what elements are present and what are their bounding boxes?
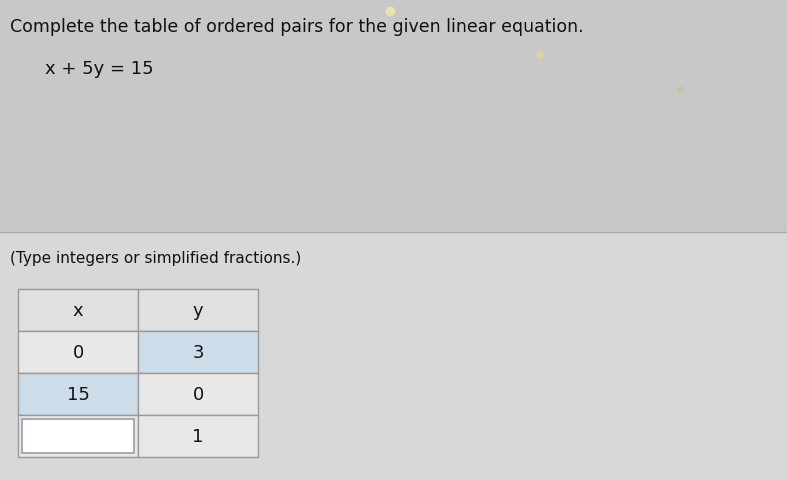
Bar [0,233,787,480]
Bar [18,331,138,373]
Text: x + 5y = 15: x + 5y = 15 [45,60,153,78]
Bar [18,373,138,415]
Bar [138,373,258,415]
Text: (Type integers or simplified fractions.): (Type integers or simplified fractions.) [10,251,301,266]
Bar [22,419,134,453]
Text: x: x [72,301,83,319]
Bar [18,289,138,331]
Text: 15: 15 [67,385,90,403]
Bar [138,289,258,331]
Text: Complete the table of ordered pairs for the given linear equation.: Complete the table of ordered pairs for … [10,18,584,36]
Text: 3: 3 [192,343,204,361]
Bar [138,331,258,373]
Bar [18,415,138,457]
Text: y: y [193,301,203,319]
Bar [138,415,258,457]
Text: 0: 0 [72,343,83,361]
Text: 1: 1 [192,427,204,445]
Text: 0: 0 [192,385,204,403]
Bar [0,0,787,233]
